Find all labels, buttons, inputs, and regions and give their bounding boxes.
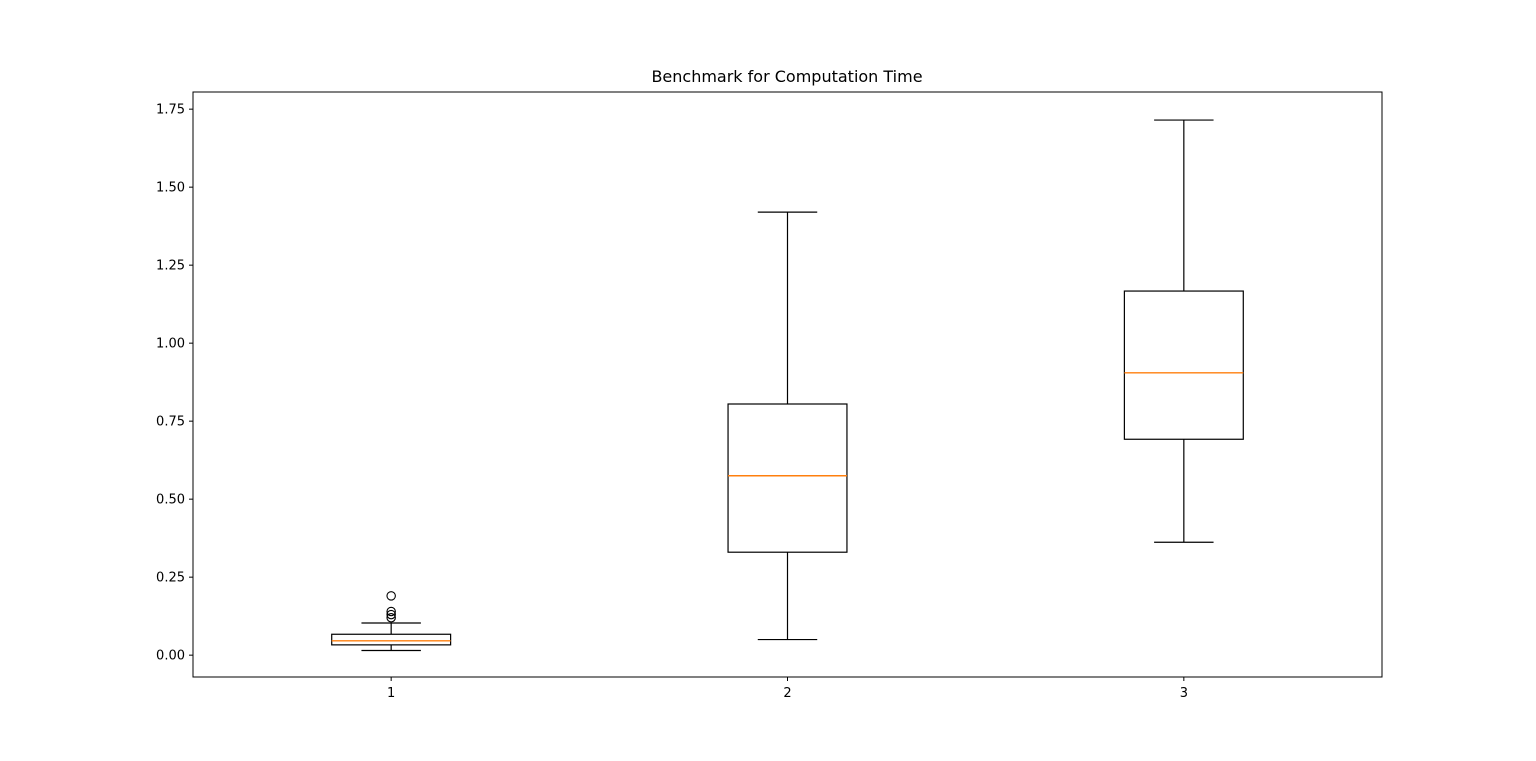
x-tick-label: 3 [1180,686,1188,701]
y-tick-label: 0.50 [156,493,185,508]
y-tick-label: 1.00 [156,337,185,352]
iqr-box [1123,290,1244,440]
y-tick-label: 0.00 [156,649,185,664]
y-tick-label: 0.75 [156,415,185,430]
axes: 0.00 0.25 0.50 0.75 1.00 1.25 1.50 1.75 1 2 3 [156,103,1188,701]
iqr-box [331,633,452,646]
plot-area [331,119,1244,652]
outlier-point [386,591,396,601]
outlier-point [386,609,396,620]
box-group-2 [727,211,848,641]
box-group-1 [331,591,452,652]
y-tick-label: 0.25 [156,571,185,586]
outlier-point [386,612,396,623]
y-tick-label: 1.50 [156,181,185,196]
outlier-point [386,606,396,617]
x-tick-label: 1 [387,686,395,701]
iqr-box [727,403,848,553]
chart-title: Benchmark for Computation Time [651,67,922,86]
box-group-3 [1123,119,1244,543]
y-tick-label: 1.75 [156,103,185,118]
y-tick-label: 1.25 [156,259,185,274]
x-tick-label: 2 [783,686,791,701]
